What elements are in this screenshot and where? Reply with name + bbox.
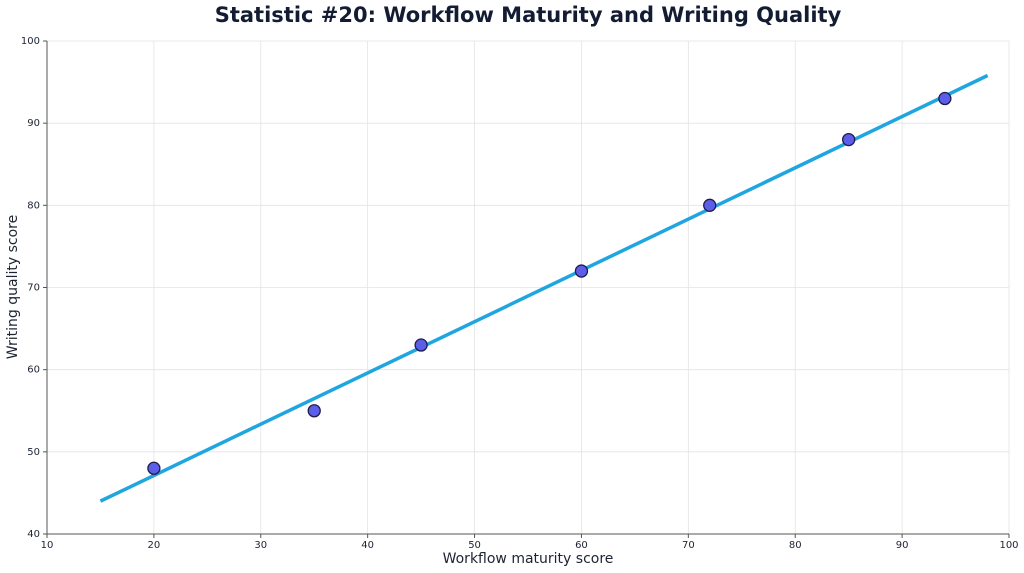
y-axis-label: Writing quality score — [5, 215, 21, 359]
y-tick-label: 40 — [27, 529, 40, 540]
y-tick-label: 70 — [27, 283, 40, 294]
trend-line — [99, 73, 989, 503]
x-tick-label: 30 — [254, 540, 267, 551]
y-tick-label: 100 — [21, 36, 40, 47]
x-tick-label: 50 — [468, 540, 481, 551]
x-axis-label: Workflow maturity score — [443, 551, 614, 567]
point — [147, 461, 161, 475]
point — [703, 198, 717, 212]
point — [842, 132, 856, 147]
point — [574, 264, 589, 278]
x-tick-label: 40 — [361, 540, 374, 551]
y-tick-label: 60 — [27, 365, 40, 376]
x-tick-label: 80 — [789, 540, 802, 551]
y-tick-label: 50 — [27, 447, 40, 458]
point — [938, 91, 952, 106]
point — [414, 338, 428, 352]
chart-title: Statistic #20: Workflow Maturity and Wri… — [215, 3, 842, 27]
x-tick-label: 100 — [999, 540, 1018, 551]
x-tick-label: 60 — [575, 540, 588, 551]
x-tick-label: 20 — [148, 540, 161, 551]
x-tick-label: 70 — [682, 540, 695, 551]
x-tick-label: 10 — [41, 540, 54, 551]
y-tick-label: 80 — [27, 200, 40, 211]
y-tick-label: 90 — [27, 118, 40, 129]
point — [307, 404, 321, 418]
x-tick-label: 90 — [896, 540, 909, 551]
